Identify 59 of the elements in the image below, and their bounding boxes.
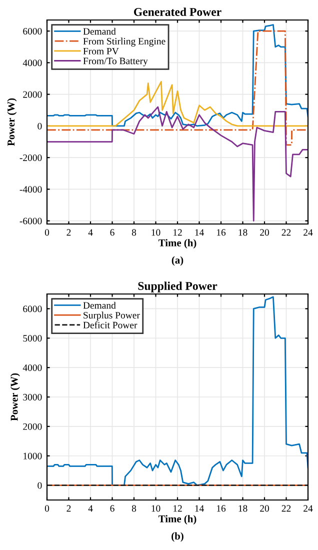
y-tick-label: 4000 bbox=[22, 364, 42, 372]
x-tick-label: 18 bbox=[238, 505, 248, 512]
legend-label: Deficit Power bbox=[83, 321, 138, 328]
y-tick-label: 1000 bbox=[24, 452, 42, 460]
x-tick-label: 16 bbox=[216, 505, 226, 512]
y-axis-title: Power (W) bbox=[7, 98, 17, 146]
x-tick-label: 24 bbox=[304, 229, 313, 236]
legend-label: From Stirling Engine bbox=[83, 38, 166, 47]
text: (b) bbox=[172, 532, 184, 542]
legend-label: Surplus Power bbox=[84, 312, 140, 320]
y-tick-label: 0 bbox=[38, 122, 42, 130]
text: (a) bbox=[172, 256, 184, 266]
x-tick-label: 22 bbox=[282, 229, 291, 236]
x-tick-label: 2 bbox=[66, 229, 71, 236]
x-tick-label: 8 bbox=[132, 229, 136, 236]
y-tick-label: -2000 bbox=[20, 154, 42, 162]
x-tick-label: 16 bbox=[216, 229, 226, 236]
y-tick-label: 5000 bbox=[23, 335, 42, 342]
x-tick-label: 6 bbox=[110, 229, 114, 236]
x-axis-title: Time (h) bbox=[158, 239, 196, 249]
y-axis-title: Power (W) bbox=[10, 373, 20, 421]
y-tick-label: -4000 bbox=[20, 186, 42, 193]
x-tick-label: 22 bbox=[282, 505, 291, 512]
line-series bbox=[47, 24, 308, 127]
chart-title: Generated Power bbox=[134, 8, 222, 16]
y-tick-label: -6000 bbox=[20, 218, 42, 224]
x-tick-label: 18 bbox=[238, 229, 248, 236]
legend-label: Demand bbox=[83, 302, 116, 309]
x-axis-title: Time (h) bbox=[158, 515, 196, 525]
x-tick-label: 4 bbox=[88, 229, 93, 236]
x-tick-label: 20 bbox=[260, 229, 269, 236]
y-tick-label: 2000 bbox=[23, 91, 42, 98]
x-tick-label: 20 bbox=[260, 505, 269, 512]
x-tick-label: 12 bbox=[173, 505, 182, 512]
x-tick-label: 10 bbox=[152, 505, 160, 512]
x-tick-label: 10 bbox=[152, 229, 160, 236]
line-series bbox=[47, 296, 308, 486]
line-series bbox=[47, 106, 308, 222]
x-tick-label: 6 bbox=[110, 505, 114, 512]
legend-label: Demand bbox=[83, 28, 116, 35]
legend-label: From/To Battery bbox=[83, 58, 148, 66]
x-tick-label: 2 bbox=[66, 505, 71, 512]
y-tick-label: 2000 bbox=[23, 423, 42, 430]
y-tick-label: 6000 bbox=[23, 306, 42, 312]
line-series bbox=[47, 80, 308, 127]
x-tick-label: 12 bbox=[173, 229, 182, 236]
y-tick-label: 6000 bbox=[23, 28, 42, 35]
x-tick-label: 4 bbox=[88, 505, 93, 512]
x-tick-label: 14 bbox=[195, 505, 204, 512]
x-tick-label: 14 bbox=[195, 229, 204, 236]
y-tick-label: 3000 bbox=[23, 394, 42, 400]
legend-label: From PV bbox=[83, 48, 119, 54]
y-tick-label: 0 bbox=[38, 482, 42, 489]
chart-title: Supplied Power bbox=[138, 282, 218, 292]
y-tick-label: 4000 bbox=[22, 60, 42, 66]
x-tick-label: 24 bbox=[304, 505, 313, 512]
x-tick-label: 0 bbox=[44, 229, 50, 236]
x-tick-label: 0 bbox=[44, 505, 50, 512]
x-tick-label: 8 bbox=[132, 505, 136, 512]
